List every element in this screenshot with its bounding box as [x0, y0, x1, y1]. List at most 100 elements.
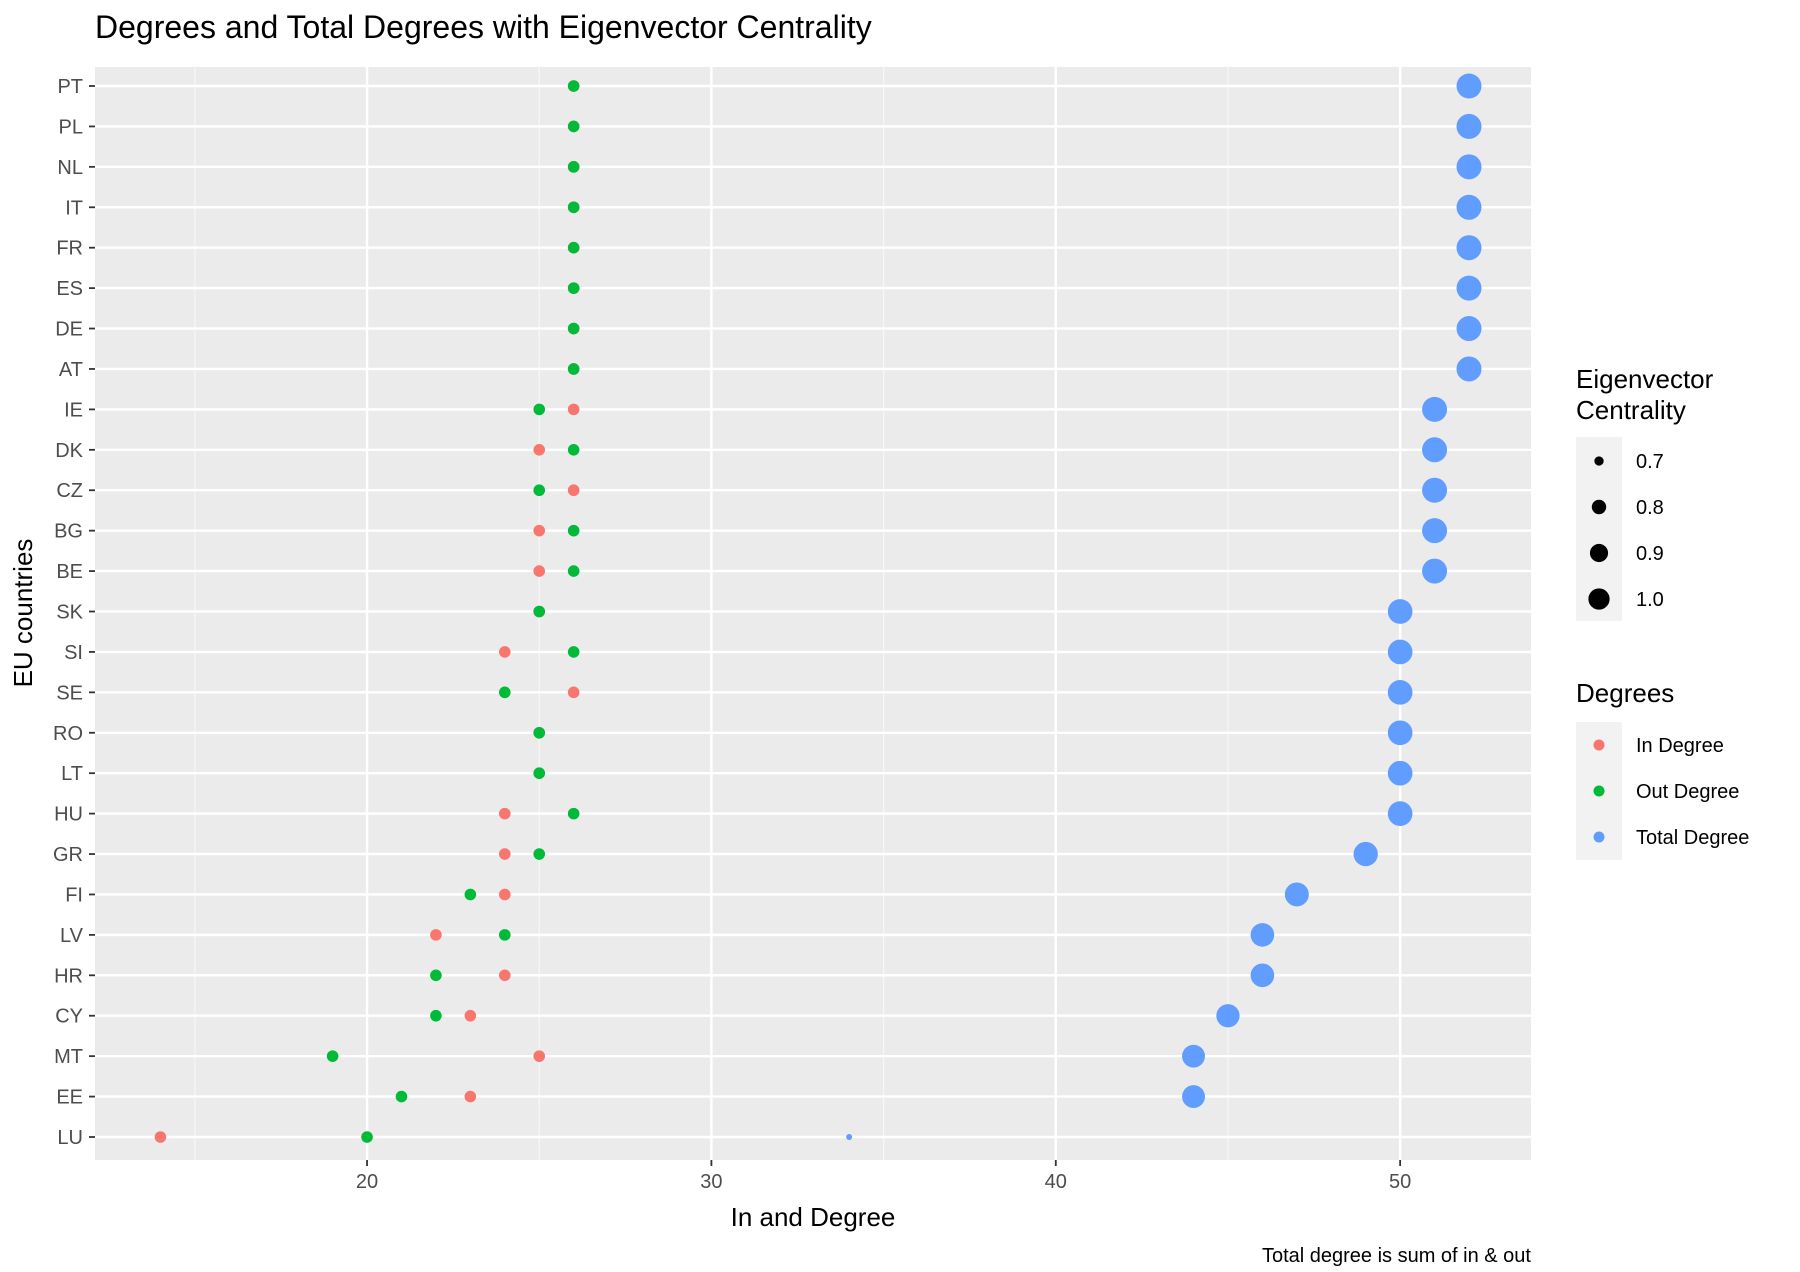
grid — [95, 67, 1531, 1160]
point-total-degree — [1456, 194, 1482, 220]
point-out-degree — [326, 1050, 339, 1062]
point-total-degree — [1284, 882, 1309, 907]
data-points — [154, 73, 1482, 1143]
legend-size-label: 0.8 — [1636, 497, 1664, 519]
point-out-degree — [567, 807, 580, 820]
legend-size-title-line1: Eigenvector — [1576, 364, 1714, 394]
point-total-degree — [1182, 1085, 1205, 1109]
y-tick-label: HR — [54, 965, 83, 987]
point-in-degree — [498, 969, 511, 982]
legend-color-key — [1593, 831, 1605, 843]
y-axis-label: EU countries — [8, 539, 38, 688]
point-out-degree — [533, 726, 546, 739]
point-total-degree — [1456, 356, 1482, 382]
point-total-degree — [1422, 437, 1448, 463]
y-tick-label: HU — [54, 804, 83, 826]
y-tick-label: NL — [57, 157, 83, 179]
legend-color-key — [1593, 739, 1605, 751]
point-total-degree — [1387, 720, 1413, 746]
point-total-degree — [1422, 396, 1448, 422]
y-tick-label: EE — [56, 1087, 83, 1109]
point-out-degree — [567, 120, 580, 133]
plot-panel — [95, 67, 1531, 1160]
y-tick-label: FR — [56, 238, 83, 260]
point-total-degree — [1422, 477, 1448, 503]
point-in-degree — [567, 686, 580, 699]
point-in-degree — [533, 565, 546, 577]
point-total-degree — [1250, 923, 1275, 947]
legend-color-label: In Degree — [1636, 735, 1724, 757]
point-in-degree — [154, 1131, 167, 1143]
chart-title: Degrees and Total Degrees with Eigenvect… — [95, 9, 872, 45]
axes: 20 30 40 50 LU EE MT CY HR LV FI GR HU LT RO SE SI SK BE BG… — [53, 76, 1411, 1193]
point-out-degree — [567, 80, 580, 92]
point-out-degree — [567, 524, 580, 537]
y-tick-label: SE — [56, 682, 83, 704]
y-tick-label: LT — [61, 763, 83, 785]
point-total-degree — [1456, 316, 1482, 342]
point-total-degree — [1387, 599, 1413, 624]
legend-color-title: Degrees — [1576, 678, 1674, 708]
point-in-degree — [430, 929, 442, 941]
legend-size-key — [1591, 499, 1607, 515]
y-tick-label: IE — [64, 399, 83, 421]
point-out-degree — [361, 1131, 373, 1143]
point-out-degree — [567, 241, 580, 254]
point-out-degree — [498, 686, 511, 699]
point-total-degree — [1216, 1004, 1240, 1028]
x-tick-label: 20 — [356, 1171, 378, 1193]
y-tick-label: ES — [56, 278, 83, 300]
point-in-degree — [533, 1050, 546, 1062]
point-in-degree — [498, 807, 511, 820]
point-out-degree — [533, 484, 546, 497]
y-tick-label: PT — [57, 76, 83, 98]
point-out-degree — [533, 848, 546, 860]
point-out-degree — [498, 929, 511, 941]
point-total-degree — [1387, 639, 1413, 665]
legend-size-label: 0.7 — [1636, 451, 1664, 473]
y-tick-label: CZ — [56, 480, 83, 502]
point-total-degree — [1182, 1044, 1205, 1068]
y-tick-label: BE — [56, 561, 83, 583]
y-tick-label: DK — [55, 440, 83, 462]
legend-color-key — [1593, 785, 1605, 797]
point-in-degree — [464, 1009, 477, 1022]
legend-size-key — [1594, 456, 1604, 466]
x-tick-label: 40 — [1045, 1171, 1067, 1193]
point-out-degree — [533, 605, 546, 618]
point-out-degree — [430, 1009, 442, 1022]
point-total-degree — [1422, 518, 1448, 544]
legend-size-key — [1589, 543, 1609, 563]
point-out-degree — [430, 969, 442, 982]
point-out-degree — [533, 403, 546, 416]
point-out-degree — [567, 201, 580, 214]
legend-size-key — [1588, 588, 1610, 610]
point-total-degree — [1456, 235, 1482, 261]
legend-color-label: Total Degree — [1636, 827, 1749, 849]
point-total-degree — [1456, 73, 1482, 99]
y-tick-label: IT — [65, 197, 83, 219]
legend-size-title-line2: Centrality — [1576, 395, 1686, 425]
y-tick-label: SK — [56, 602, 83, 624]
point-in-degree — [533, 524, 546, 537]
legend-size-label: 1.0 — [1636, 589, 1664, 611]
point-total-degree — [1456, 154, 1482, 180]
x-tick-label: 30 — [700, 1171, 722, 1193]
caption: Total degree is sum of in & out — [1262, 1245, 1531, 1267]
y-tick-label: PL — [59, 116, 83, 138]
point-in-degree — [498, 848, 511, 860]
point-out-degree — [464, 888, 477, 901]
point-total-degree — [1387, 801, 1413, 826]
point-total-degree — [1353, 841, 1378, 867]
point-out-degree — [395, 1090, 408, 1103]
point-out-degree — [533, 767, 546, 779]
y-tick-label: FI — [65, 884, 83, 906]
point-in-degree — [498, 646, 511, 658]
point-total-degree — [1387, 680, 1413, 705]
legend-size-label: 0.9 — [1636, 543, 1664, 565]
point-in-degree — [464, 1090, 477, 1103]
point-total-degree — [1422, 558, 1448, 584]
y-tick-label: DE — [55, 319, 83, 341]
